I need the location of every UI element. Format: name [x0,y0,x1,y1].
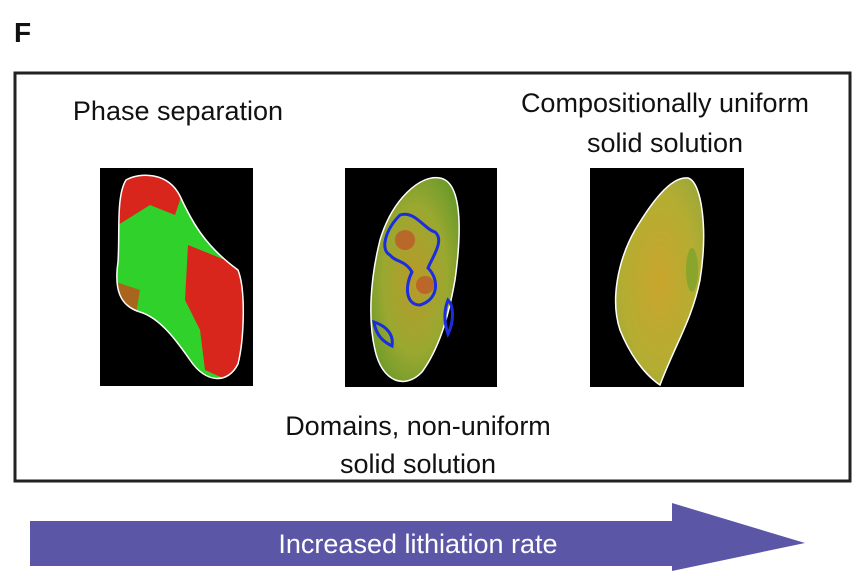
label-line: solid solution [587,128,743,158]
particle-image-2 [345,168,497,387]
label-line: Compositionally uniform [521,88,809,118]
particle-image-3 [590,168,744,387]
phase-separation-label: Phase separation [73,96,283,126]
arrow-label: Increased lithiation rate [278,529,557,559]
panel-label: F [14,17,31,48]
label-line: Phase separation [73,96,283,126]
label-line: solid solution [340,449,496,479]
domains-label: Domains, non-uniform solid solution [285,411,551,479]
uniform-label: Compositionally uniform solid solution [521,88,809,158]
label-line: Domains, non-uniform [285,411,551,441]
panel-frame [13,71,852,483]
rate-arrow: Increased lithiation rate [30,503,805,571]
particle-image-1 [100,168,253,386]
arrow-shape [30,503,805,571]
